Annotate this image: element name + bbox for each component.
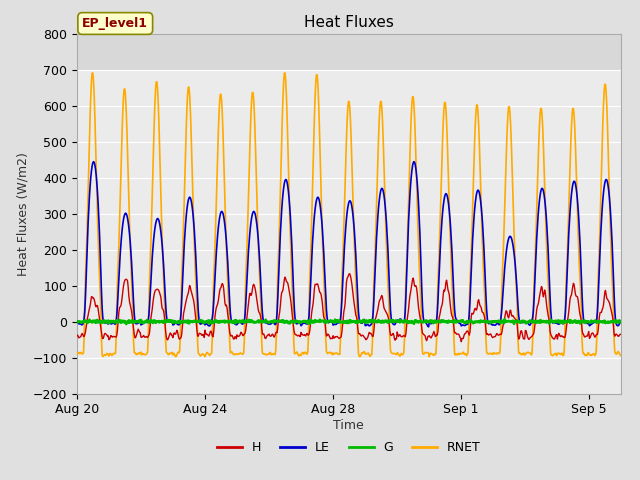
- Title: Heat Fluxes: Heat Fluxes: [304, 15, 394, 30]
- X-axis label: Time: Time: [333, 419, 364, 432]
- Y-axis label: Heat Fluxes (W/m2): Heat Fluxes (W/m2): [17, 152, 30, 276]
- Text: EP_level1: EP_level1: [82, 17, 148, 30]
- Bar: [77, 34, 621, 70]
- Legend: H, LE, G, RNET: H, LE, G, RNET: [212, 436, 486, 459]
